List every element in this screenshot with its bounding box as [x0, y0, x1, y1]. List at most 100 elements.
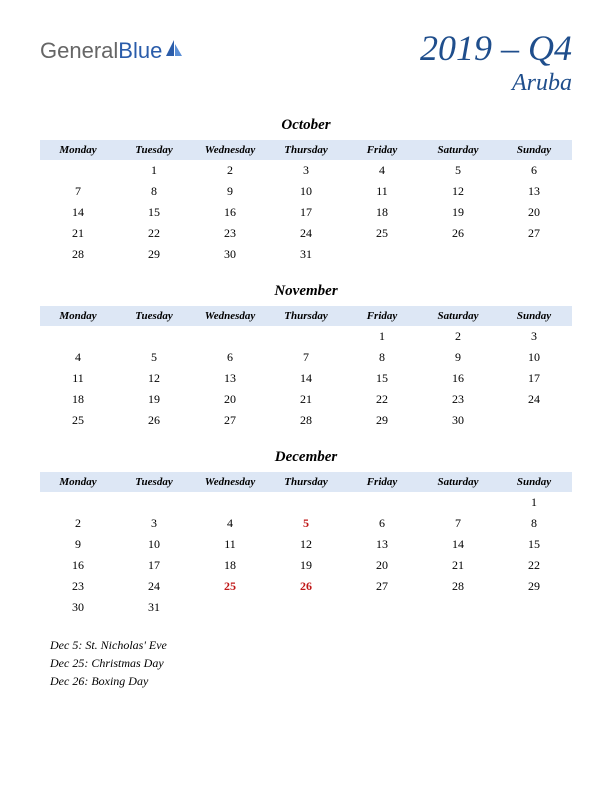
calendar-cell: 25 — [192, 576, 268, 597]
month-block: DecemberMondayTuesdayWednesdayThursdayFr… — [40, 449, 572, 618]
calendar-cell: 12 — [420, 181, 496, 202]
calendar-cell — [40, 492, 116, 513]
calendar-cell: 25 — [344, 223, 420, 244]
calendar-cell: 31 — [116, 597, 192, 618]
calendar-cell: 11 — [344, 181, 420, 202]
calendar-cell: 13 — [344, 534, 420, 555]
calendar-cell: 17 — [496, 368, 572, 389]
day-header: Friday — [344, 140, 420, 160]
calendar-cell: 19 — [268, 555, 344, 576]
calendar-cell — [496, 410, 572, 431]
logo: GeneralBlue — [40, 30, 184, 64]
calendar-cell: 21 — [40, 223, 116, 244]
calendar-cell: 9 — [420, 347, 496, 368]
calendar-cell: 27 — [192, 410, 268, 431]
calendar-cell: 10 — [496, 347, 572, 368]
calendar-cell: 22 — [496, 555, 572, 576]
calendar-cell: 14 — [40, 202, 116, 223]
calendar-cell: 6 — [496, 160, 572, 181]
calendar-cell: 7 — [268, 347, 344, 368]
calendar-cell: 28 — [268, 410, 344, 431]
calendar-cell: 18 — [344, 202, 420, 223]
calendar-cell: 26 — [116, 410, 192, 431]
calendar-cell: 23 — [192, 223, 268, 244]
calendar-row: 16171819202122 — [40, 555, 572, 576]
day-header: Friday — [344, 306, 420, 326]
month-title: October — [40, 117, 572, 134]
calendar-row: 252627282930 — [40, 410, 572, 431]
calendar-cell: 6 — [344, 513, 420, 534]
calendar-cell: 20 — [192, 389, 268, 410]
calendar-cell — [344, 244, 420, 265]
calendar-cell: 3 — [268, 160, 344, 181]
calendar-cell: 5 — [420, 160, 496, 181]
calendar-cell — [420, 492, 496, 513]
calendar-cell: 17 — [268, 202, 344, 223]
calendar-cell: 7 — [420, 513, 496, 534]
calendar-cell: 13 — [192, 368, 268, 389]
calendar-cell: 10 — [116, 534, 192, 555]
day-header: Monday — [40, 306, 116, 326]
calendar-cell — [268, 597, 344, 618]
day-header: Tuesday — [116, 472, 192, 492]
calendar-cell: 28 — [40, 244, 116, 265]
day-header: Thursday — [268, 472, 344, 492]
calendar-cell: 26 — [420, 223, 496, 244]
calendar-cell — [192, 326, 268, 347]
calendar-cell: 8 — [344, 347, 420, 368]
calendar-cell: 15 — [344, 368, 420, 389]
calendar-cell: 12 — [268, 534, 344, 555]
calendar-row: 123456 — [40, 160, 572, 181]
calendar-cell: 1 — [344, 326, 420, 347]
day-header: Wednesday — [192, 140, 268, 160]
logo-sail-icon — [164, 38, 184, 64]
calendar-row: 1 — [40, 492, 572, 513]
calendar-cell: 10 — [268, 181, 344, 202]
calendar-cell: 23 — [40, 576, 116, 597]
calendar-cell: 16 — [192, 202, 268, 223]
header: GeneralBlue 2019 – Q4 Aruba — [40, 30, 572, 97]
calendar-cell: 24 — [496, 389, 572, 410]
calendar-table: MondayTuesdayWednesdayThursdayFridaySatu… — [40, 306, 572, 431]
calendar-cell: 30 — [40, 597, 116, 618]
calendar-cell: 2 — [192, 160, 268, 181]
calendar-cell: 27 — [344, 576, 420, 597]
calendar-row: 11121314151617 — [40, 368, 572, 389]
calendar-cell — [268, 492, 344, 513]
day-header: Saturday — [420, 306, 496, 326]
day-header: Wednesday — [192, 306, 268, 326]
day-header: Tuesday — [116, 306, 192, 326]
calendar-cell: 29 — [344, 410, 420, 431]
calendar-cell: 29 — [496, 576, 572, 597]
month-block: OctoberMondayTuesdayWednesdayThursdayFri… — [40, 117, 572, 265]
calendar-cell — [40, 326, 116, 347]
calendar-cell: 28 — [420, 576, 496, 597]
calendar-cell — [192, 597, 268, 618]
day-header: Monday — [40, 140, 116, 160]
calendar-cell — [420, 597, 496, 618]
day-header: Wednesday — [192, 472, 268, 492]
calendar-cell: 4 — [192, 513, 268, 534]
calendar-cell: 12 — [116, 368, 192, 389]
calendar-cell: 8 — [116, 181, 192, 202]
calendar-row: 23242526272829 — [40, 576, 572, 597]
calendar-cell: 11 — [40, 368, 116, 389]
calendar-cell: 20 — [344, 555, 420, 576]
calendar-row: 123 — [40, 326, 572, 347]
calendar-cell: 18 — [40, 389, 116, 410]
calendar-row: 28293031 — [40, 244, 572, 265]
calendar-cell: 24 — [268, 223, 344, 244]
calendar-row: 9101112131415 — [40, 534, 572, 555]
calendar-cell: 25 — [40, 410, 116, 431]
calendar-cell: 5 — [268, 513, 344, 534]
calendar-cell: 18 — [192, 555, 268, 576]
calendar-row: 21222324252627 — [40, 223, 572, 244]
month-title: November — [40, 283, 572, 300]
calendar-cell: 15 — [116, 202, 192, 223]
holiday-note: Dec 26: Boxing Day — [50, 672, 572, 690]
calendar-cell: 27 — [496, 223, 572, 244]
calendar-cell: 6 — [192, 347, 268, 368]
months-container: OctoberMondayTuesdayWednesdayThursdayFri… — [40, 117, 572, 618]
calendar-cell: 1 — [496, 492, 572, 513]
calendar-cell: 11 — [192, 534, 268, 555]
